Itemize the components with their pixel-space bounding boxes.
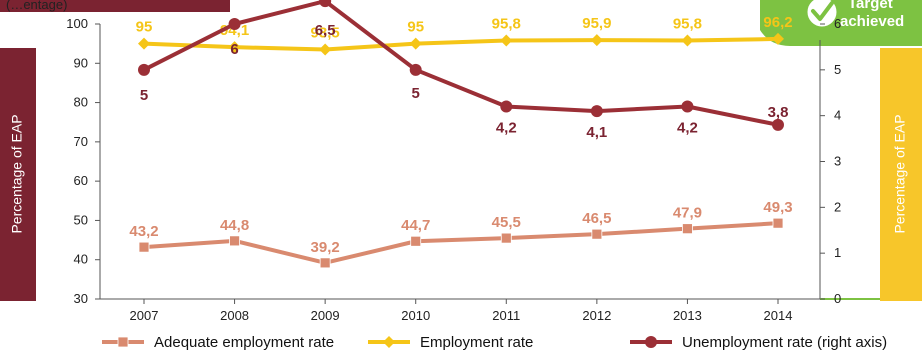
data-point — [591, 228, 603, 240]
data-point — [319, 257, 331, 269]
x-tick-label: 2009 — [311, 308, 340, 323]
target-badge-shape — [760, 0, 922, 46]
data-point — [590, 105, 603, 118]
left-tick-label: 100 — [66, 16, 88, 31]
badge-line-2: achieved — [840, 13, 904, 30]
left-tick-label: 40 — [74, 252, 88, 267]
data-point — [138, 63, 150, 76]
data-point — [319, 0, 332, 8]
data-label: 95 — [407, 19, 424, 36]
x-tick-label: 2014 — [764, 308, 793, 323]
x-tick-label: 2008 — [220, 308, 249, 323]
data-point — [138, 37, 150, 50]
data-label: 95,9 — [582, 15, 611, 32]
data-label: 4,2 — [677, 119, 698, 136]
data-label: 46,5 — [582, 210, 611, 227]
data-point — [682, 223, 693, 235]
badge-line-1: Target — [848, 0, 893, 12]
x-tick-label: 2013 — [673, 308, 702, 323]
data-label: 43,2 — [129, 223, 158, 240]
legend-marker — [383, 336, 395, 348]
data-point — [681, 100, 694, 113]
data-point — [500, 34, 513, 47]
data-point — [590, 34, 603, 47]
left-tick-label: 90 — [74, 55, 88, 70]
data-point — [681, 34, 694, 47]
data-label: 39,2 — [311, 239, 340, 256]
data-point — [409, 37, 422, 50]
legend-label: Employment rate — [420, 334, 533, 351]
data-point — [229, 235, 240, 247]
right-tick-label: 1 — [834, 245, 841, 260]
data-point — [409, 63, 422, 76]
right-tick-label: 4 — [834, 108, 841, 123]
series-line — [143, 36, 779, 52]
data-label: 95 — [136, 19, 153, 36]
left-tick-label: 50 — [74, 212, 88, 227]
legend-label: Adequate employment rate — [154, 334, 334, 351]
data-point — [772, 217, 784, 229]
target-badge — [760, 0, 922, 46]
left-axis-label: Percentage of EAP — [9, 114, 25, 233]
data-point — [772, 32, 784, 45]
series-line — [143, 221, 779, 265]
data-label: 45,5 — [492, 214, 521, 231]
data-label: 5 — [412, 85, 420, 102]
data-point — [410, 235, 422, 247]
right-axis-label: Percentage of EAP — [892, 114, 908, 233]
right-tick-label: 2 — [834, 199, 841, 214]
chart-title: (…entage) — [6, 0, 67, 12]
data-label: 96,2 — [763, 14, 792, 31]
data-point — [500, 100, 513, 113]
data-label: 3,8 — [768, 104, 789, 121]
x-tick-label: 2011 — [492, 308, 520, 323]
data-label: 4,1 — [586, 124, 607, 141]
legend-label: Unemployment rate (right axis) — [682, 334, 887, 351]
legend-marker — [117, 336, 129, 348]
data-label: 95,8 — [673, 15, 702, 32]
left-tick-label: 60 — [74, 173, 88, 188]
data-label: 93,5 — [311, 25, 340, 42]
data-label: 49,3 — [763, 199, 792, 216]
title-box — [0, 0, 230, 12]
left-tick-label: 80 — [74, 95, 88, 110]
data-point — [772, 118, 784, 131]
data-point — [319, 43, 332, 56]
right-tick-label: 6 — [834, 16, 841, 31]
data-label: 44,7 — [401, 217, 430, 234]
legend-marker — [645, 336, 657, 348]
x-tick-label: 2007 — [130, 308, 159, 323]
right-tick-label: 3 — [834, 154, 841, 169]
data-point — [500, 232, 512, 244]
x-tick-label: 2012 — [582, 308, 611, 323]
series-line — [143, 0, 779, 127]
data-label: 95,8 — [492, 15, 521, 32]
right-axis-label-bar — [880, 48, 922, 301]
data-point — [228, 18, 241, 30]
data-point — [138, 241, 150, 253]
x-tick-label: 2010 — [401, 308, 430, 323]
data-label: 6 — [230, 41, 238, 58]
data-label: 47,9 — [673, 205, 702, 222]
left-tick-label: 70 — [74, 134, 88, 149]
data-label: 5 — [140, 87, 148, 104]
data-label: 4,2 — [496, 119, 517, 136]
left-axis-label-bar — [0, 48, 36, 301]
checkmark-icon — [811, 1, 834, 21]
right-tick-label: 5 — [834, 62, 841, 77]
data-label: 6,5 — [315, 22, 336, 39]
data-point — [228, 41, 241, 54]
data-label: 44,8 — [220, 217, 249, 234]
right-tick-label: 0 — [834, 291, 841, 306]
left-tick-label: 30 — [74, 291, 88, 306]
